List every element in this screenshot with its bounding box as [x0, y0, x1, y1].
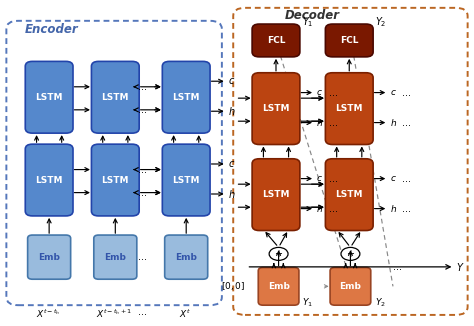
Text: LSTM: LSTM [101, 175, 129, 185]
Text: $Y$: $Y$ [456, 261, 465, 273]
FancyBboxPatch shape [330, 268, 371, 305]
Text: ...: ... [393, 262, 402, 272]
Text: $h$: $h$ [317, 117, 323, 128]
Text: $Y_1$: $Y_1$ [302, 15, 314, 29]
Text: $Y_2$: $Y_2$ [375, 15, 387, 29]
Text: ...: ... [402, 118, 411, 127]
Circle shape [341, 247, 360, 260]
Text: ...: ... [402, 174, 411, 184]
Text: $[0,0]$: $[0,0]$ [221, 280, 246, 292]
Text: ...: ... [329, 174, 338, 184]
Text: ...: ... [138, 252, 147, 262]
Text: ...: ... [329, 204, 338, 214]
Text: $+$: $+$ [274, 248, 283, 259]
Text: $+$: $+$ [346, 248, 355, 259]
Text: LSTM: LSTM [262, 190, 290, 199]
Text: FCL: FCL [340, 36, 358, 45]
Text: $Y_1$: $Y_1$ [302, 297, 313, 309]
Text: LSTM: LSTM [36, 93, 63, 102]
Text: Emb: Emb [175, 253, 197, 262]
Text: $h$: $h$ [317, 203, 323, 214]
Text: ...: ... [329, 118, 338, 127]
FancyBboxPatch shape [91, 61, 139, 133]
Text: Encoder: Encoder [24, 23, 78, 37]
Text: $h$: $h$ [390, 203, 397, 214]
FancyBboxPatch shape [25, 61, 73, 133]
Text: LSTM: LSTM [173, 175, 200, 185]
Text: $c$: $c$ [390, 174, 396, 183]
FancyBboxPatch shape [325, 73, 373, 144]
FancyBboxPatch shape [162, 61, 210, 133]
Text: LSTM: LSTM [101, 93, 129, 102]
Text: $X^{t-t_h+1}$: $X^{t-t_h+1}$ [96, 307, 132, 320]
Text: $h$: $h$ [390, 117, 397, 128]
Text: ...: ... [138, 105, 147, 115]
Text: LSTM: LSTM [173, 93, 200, 102]
FancyBboxPatch shape [325, 24, 373, 57]
FancyBboxPatch shape [252, 73, 300, 144]
Text: LSTM: LSTM [336, 190, 363, 199]
Text: $X^{t-t_h}$: $X^{t-t_h}$ [36, 307, 60, 320]
Text: Emb: Emb [339, 282, 361, 291]
Text: Emb: Emb [268, 282, 290, 291]
Text: FCL: FCL [267, 36, 285, 45]
Text: $h$: $h$ [228, 105, 236, 117]
Circle shape [269, 247, 288, 260]
FancyBboxPatch shape [252, 24, 300, 57]
FancyBboxPatch shape [162, 144, 210, 216]
Text: Emb: Emb [104, 253, 126, 262]
Text: $Y_2$: $Y_2$ [375, 297, 386, 309]
FancyBboxPatch shape [252, 159, 300, 230]
Text: ...: ... [138, 187, 147, 198]
Text: $c$: $c$ [317, 88, 323, 97]
Text: $c$: $c$ [317, 174, 323, 183]
FancyBboxPatch shape [164, 235, 208, 279]
Text: ...: ... [329, 88, 338, 97]
FancyBboxPatch shape [325, 159, 373, 230]
FancyBboxPatch shape [94, 235, 137, 279]
Text: LSTM: LSTM [336, 104, 363, 113]
Text: ...: ... [402, 88, 411, 97]
FancyBboxPatch shape [258, 268, 299, 305]
Text: LSTM: LSTM [36, 175, 63, 185]
FancyBboxPatch shape [25, 144, 73, 216]
Text: LSTM: LSTM [262, 104, 290, 113]
FancyBboxPatch shape [91, 144, 139, 216]
FancyBboxPatch shape [27, 235, 71, 279]
Text: $c$: $c$ [228, 76, 236, 86]
Text: Emb: Emb [38, 253, 60, 262]
Text: $c$: $c$ [228, 159, 236, 169]
Text: $c$: $c$ [390, 88, 396, 97]
Text: $h$: $h$ [228, 188, 236, 200]
Text: ...: ... [138, 82, 147, 92]
Text: Decoder: Decoder [284, 9, 339, 22]
Text: $X^{t}$: $X^{t}$ [179, 307, 191, 320]
Text: ...: ... [138, 307, 147, 318]
Text: ...: ... [138, 165, 147, 175]
Text: ...: ... [402, 204, 411, 214]
